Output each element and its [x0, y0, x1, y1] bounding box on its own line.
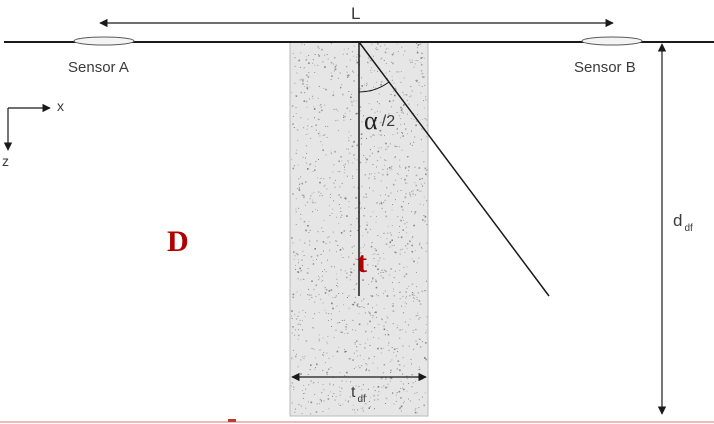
angle-label: α /2	[364, 108, 395, 134]
width-label-sub: df	[357, 394, 366, 405]
sensor-a-label: Sensor A	[68, 59, 129, 76]
width-label: t df	[351, 384, 366, 405]
bottom-red-tick	[228, 419, 236, 422]
angle-divisor: /2	[381, 113, 396, 130]
depth-label-main: d	[673, 211, 683, 230]
sensor-b-marker	[581, 36, 643, 46]
diffraction-ray	[358, 41, 550, 297]
width-label-main: t	[351, 384, 356, 401]
alpha-symbol: α	[364, 106, 378, 135]
angle-arc	[358, 81, 390, 93]
depth-label-sub: df	[684, 223, 693, 234]
overlay-t-label: t	[357, 246, 367, 279]
z-axis-label: z	[2, 153, 9, 169]
sensor-b-label: Sensor B	[574, 59, 636, 76]
overlay-d-label: D	[167, 225, 189, 258]
depth-label: d df	[673, 211, 693, 234]
sensor-a-marker	[73, 36, 135, 46]
x-axis-label: x	[57, 98, 64, 114]
length-label: L	[351, 4, 361, 23]
fill-texture	[291, 43, 428, 415]
